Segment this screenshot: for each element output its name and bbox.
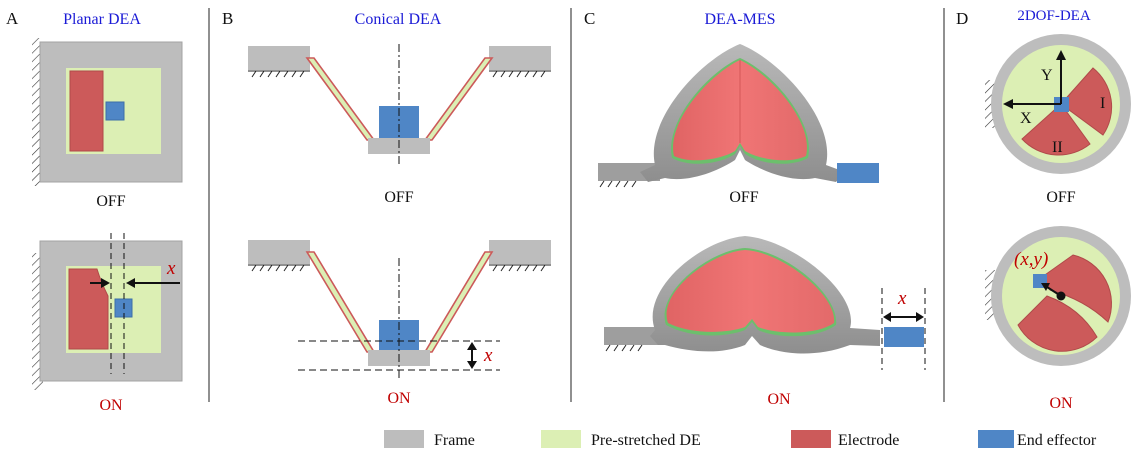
panel-a-letter: A — [6, 9, 19, 28]
panel-d-region2: II — [1052, 139, 1063, 156]
panel-b-on-label: ON — [387, 390, 411, 407]
panel-d-on-label: ON — [1049, 395, 1073, 412]
panel-c-on-label: ON — [767, 391, 791, 408]
legend-item-electrode: Electrode — [791, 430, 899, 449]
panel-d: D 2DOF-DEA Y X I II OFF — [956, 8, 1131, 412]
conical-dea-off — [248, 44, 551, 166]
dea-mes-on — [604, 236, 926, 370]
panel-d-axis-x: X — [1020, 110, 1032, 127]
planar-dea-on — [32, 233, 183, 390]
svg-text:Pre-stretched DE: Pre-stretched DE — [591, 432, 701, 449]
panel-a-title: Planar DEA — [63, 11, 141, 28]
panel-b-title: Conical DEA — [355, 11, 442, 28]
panel-d-off-label: OFF — [1046, 189, 1075, 206]
legend-item-frame: Frame — [384, 430, 475, 449]
panel-b-letter: B — [222, 9, 233, 28]
panel-a-off-label: OFF — [96, 193, 125, 210]
conical-dea-on — [248, 240, 551, 380]
legend-item-end-effector: End effector — [978, 430, 1097, 449]
panel-d-region1: I — [1100, 95, 1105, 112]
panel-a-disp-label: x — [166, 258, 176, 279]
panel-c-title: DEA-MES — [704, 11, 775, 28]
panel-c: C DEA-MES OFF — [584, 9, 926, 408]
panel-separators — [208, 8, 945, 402]
dea-mes-off — [598, 44, 879, 188]
panel-b: B Conical DEA OFF — [222, 9, 551, 407]
svg-text:Frame: Frame — [434, 432, 475, 449]
panel-b-disp-label: x — [483, 345, 493, 366]
2dof-dea-off — [985, 34, 1131, 174]
2dof-dea-on — [985, 226, 1131, 366]
svg-text:Electrode: Electrode — [838, 432, 899, 449]
svg-text:End effector: End effector — [1017, 432, 1097, 449]
panel-c-off-label: OFF — [729, 189, 758, 206]
panel-c-letter: C — [584, 9, 595, 28]
panel-d-letter: D — [956, 9, 968, 28]
panel-b-off-label: OFF — [384, 189, 413, 206]
legend: Frame Pre-stretched DE Electrode End eff… — [384, 430, 1097, 449]
panel-a-on-label: ON — [99, 397, 123, 414]
panel-c-disp-label: x — [897, 288, 907, 309]
panel-a: A Planar DEA OFF x ON — [6, 9, 183, 414]
legend-item-membrane: Pre-stretched DE — [541, 430, 701, 449]
panel-d-title: 2DOF-DEA — [1017, 8, 1090, 24]
planar-dea-off — [32, 38, 183, 186]
panel-d-axis-y: Y — [1041, 67, 1053, 84]
panel-d-coord: (x,y) — [1014, 249, 1048, 270]
